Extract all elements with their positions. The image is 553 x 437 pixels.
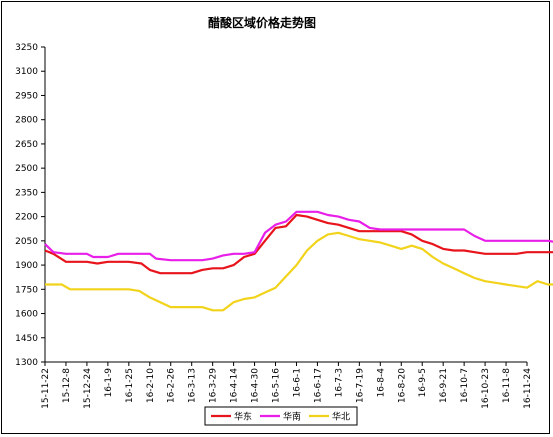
x-tick-label: 16-8-20 — [397, 368, 407, 403]
y-tick-label: 1300 — [15, 358, 38, 368]
y-tick-label: 1900 — [15, 261, 38, 271]
x-tick-label: 16-3-13 — [188, 368, 198, 403]
y-tick-label: 2200 — [15, 213, 38, 223]
x-tick-label: 16-5-16 — [272, 368, 282, 403]
y-tick-label: 2350 — [15, 188, 38, 198]
legend-box — [204, 406, 358, 426]
x-tick-label: 16-10-23 — [481, 368, 491, 409]
chart-title: 醋酸区域价格走势图 — [208, 15, 316, 30]
x-tick-label: 16-6-17 — [313, 368, 323, 403]
x-tick-label: 16-10-7 — [460, 368, 470, 403]
x-tick-label: 16-4-14 — [230, 368, 240, 403]
legend: 华东 华南 华北 — [204, 406, 358, 426]
y-tick-label: 1750 — [15, 285, 38, 295]
y-tick-label: 3100 — [15, 67, 38, 77]
x-tick-label: 16-2-26 — [167, 368, 177, 403]
x-tick-label: 16-2-10 — [146, 368, 156, 403]
x-tick-label: 16-9-21 — [439, 368, 449, 403]
x-tick-label: 15-11-22 — [41, 368, 51, 409]
series-line-1 — [44, 210, 553, 262]
x-tick-label: 15-12-24 — [83, 368, 93, 409]
x-tick-label: 16-9-5 — [418, 368, 428, 397]
x-tick-label: 16-11-8 — [502, 368, 512, 403]
legend-label: 华东 — [234, 411, 252, 423]
y-tick-label: 1450 — [15, 334, 38, 344]
y-axis: 1300 1450 1600 1750 1900 2050 2200 2350 2500 2650… — [15, 43, 46, 368]
y-tick-label: 2050 — [15, 237, 38, 247]
x-tick-label: 16-6-1 — [292, 368, 302, 397]
x-tick-label: 16-7-19 — [355, 368, 365, 403]
x-tick-label: 16-7-3 — [334, 368, 344, 397]
y-tick-label: 3250 — [15, 43, 38, 53]
legend-label: 华北 — [332, 411, 350, 423]
x-axis: 15-11-22 15-12-8 15-12-24 16-1-9 16-1-25 16-2… — [41, 361, 533, 409]
y-tick-label: 2950 — [15, 91, 38, 101]
y-tick-label: 2650 — [15, 140, 38, 150]
legend-label: 华南 — [283, 411, 301, 423]
y-tick-label: 1600 — [15, 310, 38, 320]
series-line-2 — [45, 231, 553, 312]
plot-lines — [44, 210, 553, 312]
x-tick-label: 16-1-25 — [125, 368, 135, 403]
y-tick-label: 2500 — [15, 164, 38, 174]
y-tick-label: 2800 — [15, 116, 38, 126]
x-tick-label: 16-1-9 — [104, 368, 114, 398]
x-tick-label: 16-8-4 — [376, 368, 386, 398]
x-tick-label: 16-3-29 — [209, 368, 219, 403]
series-line-0 — [44, 213, 553, 275]
x-tick-label: 16-4-30 — [251, 368, 261, 403]
x-tick-label: 16-11-24 — [523, 368, 533, 409]
x-tick-label: 15-12-8 — [62, 368, 72, 403]
